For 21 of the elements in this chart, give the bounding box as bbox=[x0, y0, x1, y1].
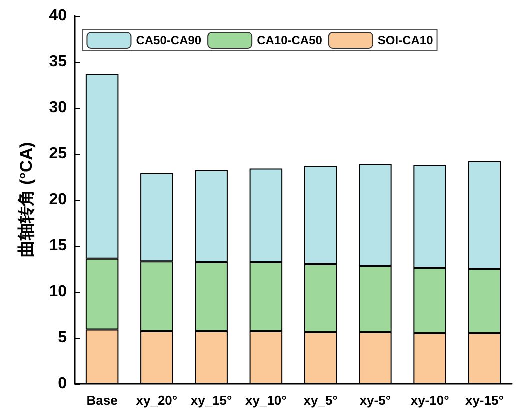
y-tick-label: 20 bbox=[49, 192, 68, 208]
y-tick-label: 0 bbox=[58, 376, 68, 392]
legend-label: SOI-CA10 bbox=[378, 34, 434, 48]
legend-label: CA10-CA50 bbox=[257, 34, 323, 48]
x-tick-label: xy_15° bbox=[190, 393, 232, 408]
x-tick-label: xy-15° bbox=[465, 393, 504, 408]
y-tick-label: 35 bbox=[49, 54, 68, 70]
y-tick-label: 25 bbox=[49, 146, 68, 162]
x-tick-label: xy-10° bbox=[410, 393, 450, 408]
y-tick-label: 15 bbox=[49, 238, 68, 254]
x-tick-label: xy-5° bbox=[360, 393, 392, 408]
x-tick-label: xy_5° bbox=[304, 393, 338, 408]
y-tick-label: 5 bbox=[58, 330, 68, 346]
x-tick-label: Base bbox=[86, 393, 118, 408]
y-axis-title: 曲轴转角 (°CA) bbox=[17, 142, 36, 258]
y-tick-label: 10 bbox=[49, 284, 68, 300]
y-tick-label: 30 bbox=[49, 100, 68, 116]
legend-label: CA50-CA90 bbox=[136, 34, 202, 48]
x-tick-label: xy_10° bbox=[246, 393, 287, 408]
x-tick-label: xy_20° bbox=[136, 393, 178, 408]
y-tick-label: 40 bbox=[49, 8, 68, 24]
